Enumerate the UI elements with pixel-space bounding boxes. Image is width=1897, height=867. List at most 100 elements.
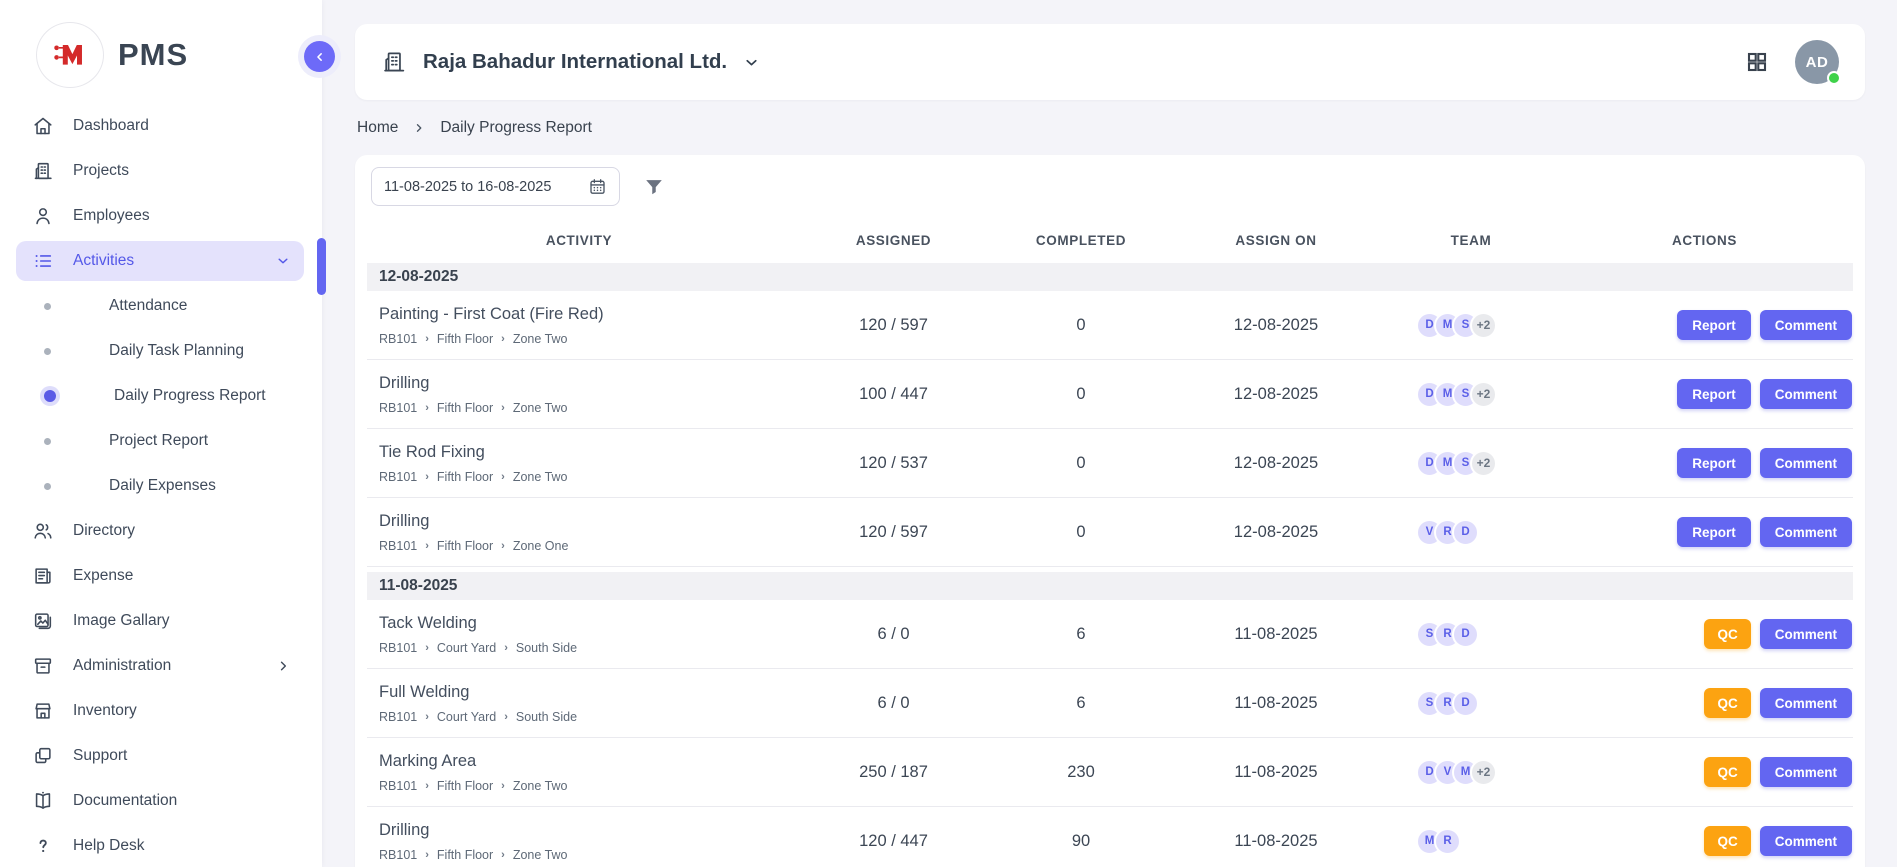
people-icon (32, 520, 54, 542)
store-icon (32, 700, 54, 722)
activity-cell: DrillingRB101›Fifth Floor›Zone Two (367, 374, 791, 415)
chevron-right-icon: › (425, 711, 429, 723)
activity-name: Drilling (379, 512, 791, 531)
team-overflow-badge[interactable]: +2 (1470, 381, 1497, 408)
column-header-assign-on: ASSIGN ON (1166, 233, 1386, 248)
assign-on-value: 11-08-2025 (1166, 625, 1386, 644)
comment-button[interactable]: Comment (1760, 619, 1852, 649)
table-row: DrillingRB101›Fifth Floor›Zone One120 / … (367, 498, 1853, 567)
qc-button[interactable]: QC (1704, 757, 1750, 787)
sidebar-item-support[interactable]: Support (16, 736, 304, 776)
sidebar-item-documentation[interactable]: Documentation (16, 781, 304, 821)
sidebar-item-attendance[interactable]: Attendance (16, 286, 304, 326)
receipt-icon (32, 565, 54, 587)
sidebar-item-employees[interactable]: Employees (16, 196, 304, 236)
chevron-left-icon (313, 50, 327, 64)
breadcrumb: Home Daily Progress Report (357, 114, 1865, 142)
sidebar-item-image-gallary[interactable]: Image Gallary (16, 601, 304, 641)
comment-button[interactable]: Comment (1760, 688, 1852, 718)
grid-icon (1745, 50, 1769, 74)
completed-value: 230 (996, 763, 1166, 782)
team-overflow-badge[interactable]: +2 (1470, 312, 1497, 339)
sidebar-item-daily-progress-report[interactable]: Daily Progress Report (16, 376, 304, 416)
comment-button[interactable]: Comment (1760, 448, 1852, 478)
sidebar-item-label: Inventory (73, 702, 137, 720)
header-actions: AD (1745, 40, 1839, 84)
sidebar: PMS Dashboard Projects Employees Activities… (0, 0, 322, 867)
location-segment: RB101 (379, 710, 417, 724)
bullet-icon (44, 348, 51, 355)
sidebar-item-label: Documentation (73, 792, 177, 810)
person-icon (32, 205, 54, 227)
company-selector[interactable]: Raja Bahadur International Ltd. (381, 49, 760, 75)
table-row: Tack WeldingRB101›Court Yard›South Side6… (367, 600, 1853, 669)
list-icon (32, 250, 54, 272)
completed-value: 0 (996, 454, 1166, 473)
date-range-value: 11-08-2025 to 16-08-2025 (384, 179, 588, 195)
completed-value: 90 (996, 832, 1166, 851)
chevron-right-icon: › (425, 540, 429, 552)
activity-name: Tie Rod Fixing (379, 443, 791, 462)
sidebar-item-projects[interactable]: Projects (16, 151, 304, 191)
activity-name: Tack Welding (379, 614, 791, 633)
report-button[interactable]: Report (1677, 517, 1751, 547)
completed-value: 0 (996, 523, 1166, 542)
sidebar-item-label: Image Gallary (73, 612, 169, 630)
completed-value: 0 (996, 316, 1166, 335)
report-button[interactable]: Report (1677, 379, 1751, 409)
row-actions: QC Comment (1556, 619, 1853, 649)
group-date: 11-08-2025 (379, 577, 457, 595)
comment-button[interactable]: Comment (1760, 517, 1852, 547)
filter-button[interactable] (643, 176, 665, 198)
report-button[interactable]: Report (1677, 310, 1751, 340)
team-overflow-badge[interactable]: +2 (1470, 759, 1497, 786)
location-segment: RB101 (379, 641, 417, 655)
qc-button[interactable]: QC (1704, 619, 1750, 649)
sidebar-item-label: Daily Expenses (109, 477, 216, 495)
location-segment: Zone Two (513, 332, 568, 346)
team-avatar: D (1452, 690, 1479, 717)
chevron-right-icon: › (501, 780, 505, 792)
sidebar-item-directory[interactable]: Directory (16, 511, 304, 551)
comment-button[interactable]: Comment (1760, 826, 1852, 856)
qc-button[interactable]: QC (1704, 826, 1750, 856)
team-avatars: VRD (1386, 519, 1556, 546)
sidebar-item-help-desk[interactable]: Help Desk (16, 826, 304, 866)
location-segment: Court Yard (437, 710, 496, 724)
apps-grid-button[interactable] (1745, 50, 1769, 74)
team-avatars: SRD (1386, 690, 1556, 717)
activity-location: RB101›Fifth Floor›Zone Two (379, 470, 791, 484)
collapse-sidebar-button[interactable] (304, 41, 335, 72)
sidebar-item-expense[interactable]: Expense (16, 556, 304, 596)
sidebar-item-administration[interactable]: Administration (16, 646, 304, 686)
sidebar-item-daily-task-planning[interactable]: Daily Task Planning (16, 331, 304, 371)
sidebar-item-daily-expenses[interactable]: Daily Expenses (16, 466, 304, 506)
chevron-right-icon (413, 122, 425, 134)
location-segment: Zone Two (513, 470, 568, 484)
breadcrumb-home[interactable]: Home (357, 119, 398, 137)
comment-button[interactable]: Comment (1760, 310, 1852, 340)
team-overflow-badge[interactable]: +2 (1470, 450, 1497, 477)
comment-button[interactable]: Comment (1760, 757, 1852, 787)
row-actions: QC Comment (1556, 688, 1853, 718)
bullet-icon (44, 390, 56, 402)
assigned-value: 120 / 597 (791, 523, 996, 542)
qc-button[interactable]: QC (1704, 688, 1750, 718)
date-range-input[interactable]: 11-08-2025 to 16-08-2025 (371, 167, 620, 206)
sidebar-item-project-report[interactable]: Project Report (16, 421, 304, 461)
row-actions: Report Comment (1556, 448, 1853, 478)
assign-on-value: 11-08-2025 (1166, 694, 1386, 713)
sidebar-item-label: Help Desk (73, 837, 145, 855)
sidebar-item-inventory[interactable]: Inventory (16, 691, 304, 731)
sidebar-item-label: Project Report (109, 432, 208, 450)
comment-button[interactable]: Comment (1760, 379, 1852, 409)
chevron-right-icon: › (425, 471, 429, 483)
app-name: PMS (118, 37, 188, 73)
sidebar-item-dashboard[interactable]: Dashboard (16, 106, 304, 146)
location-segment: RB101 (379, 539, 417, 553)
user-avatar[interactable]: AD (1795, 40, 1839, 84)
assigned-value: 100 / 447 (791, 385, 996, 404)
sidebar-item-activities[interactable]: Activities (16, 241, 304, 281)
report-button[interactable]: Report (1677, 448, 1751, 478)
building-icon (381, 49, 407, 75)
